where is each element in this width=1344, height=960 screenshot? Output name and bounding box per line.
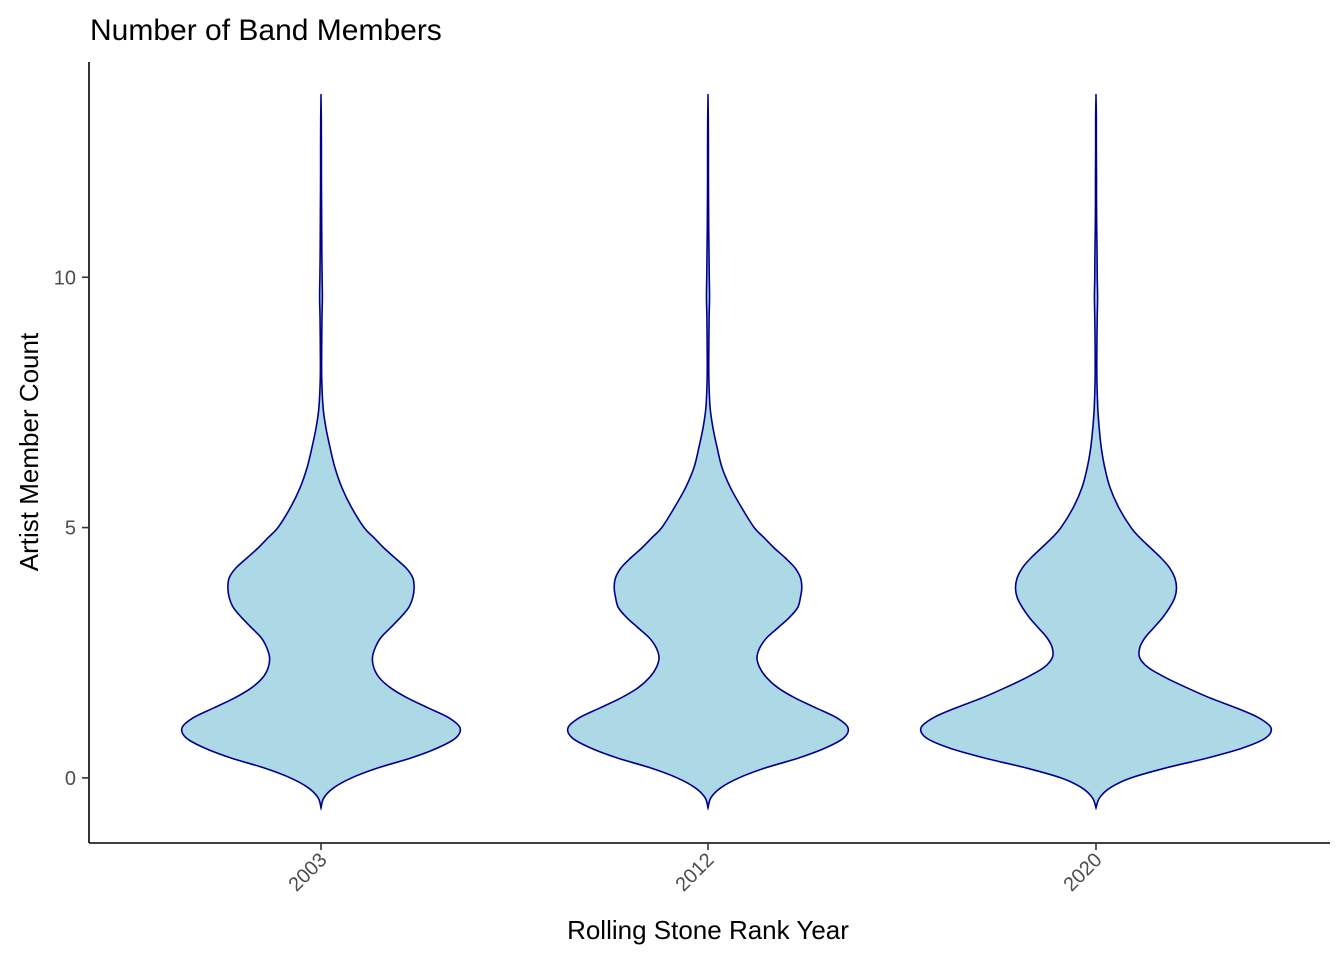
violin-2003 [180,93,462,811]
y-axis-ticks: 0 5 10 [54,267,89,790]
chart-title: Number of Band Members [90,14,442,47]
violin-2012 [566,93,850,811]
y-tick-label: 0 [65,768,76,790]
x-axis-title: Rolling Stone Rank Year [567,915,849,945]
x-axis-ticks: 2003 2012 2020 [285,843,1107,896]
y-axis-title: Artist Member Count [14,332,44,571]
y-tick-label: 5 [65,518,76,540]
x-tick-label: 2012 [672,849,719,896]
violin-2020 [919,93,1273,811]
x-tick-label: 2003 [285,849,332,896]
y-tick-label: 10 [54,267,76,289]
violins-group [180,93,1273,811]
x-tick-label: 2020 [1060,849,1107,896]
